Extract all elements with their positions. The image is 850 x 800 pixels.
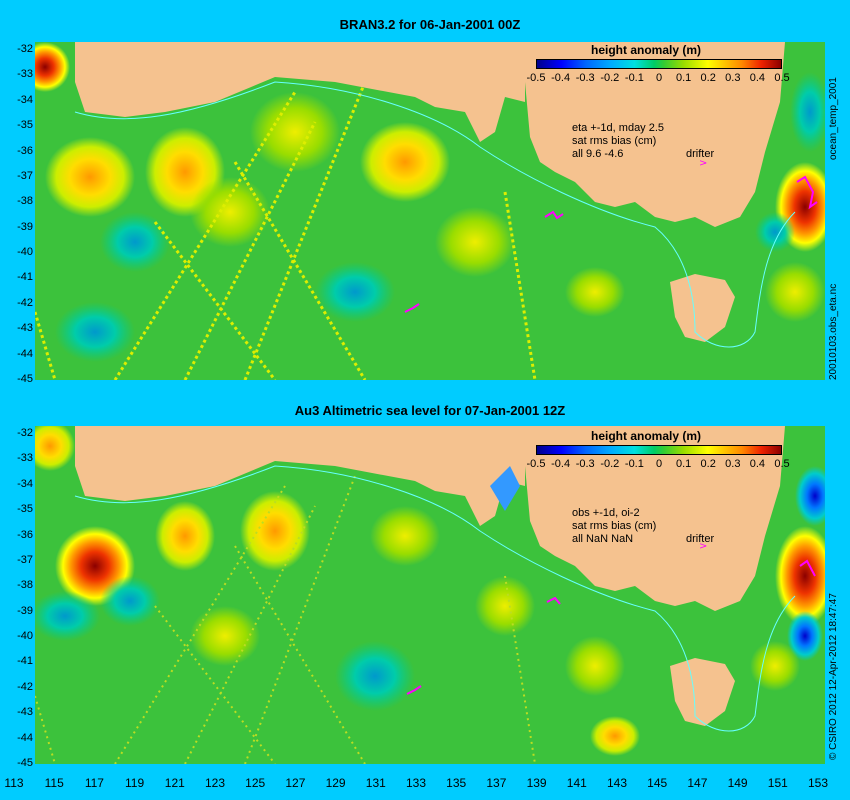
y-tick-label: -45 <box>17 373 33 385</box>
x-tick-label: 115 <box>44 776 64 790</box>
y-tick-label: -33 <box>17 68 33 81</box>
legend-tick: 0.5 <box>774 458 790 470</box>
y-tick-label: -39 <box>17 220 33 233</box>
legend-tick: 0.2 <box>700 458 716 470</box>
y-tick-label: -43 <box>17 706 33 719</box>
legend-tick: -0.1 <box>624 458 644 470</box>
x-tick-label: 119 <box>125 776 145 790</box>
x-tick-label: 131 <box>365 776 386 790</box>
legend-tick: 0.4 <box>749 458 766 470</box>
x-tick-label: 125 <box>245 776 266 790</box>
legend-tick: 0 <box>655 72 663 84</box>
panel2-drifter-label: drifter <box>686 533 715 545</box>
panel1-title: BRAN3.2 for 06-Jan-2001 00Z <box>339 17 521 32</box>
panel1-note-line: sat rms bias (cm) <box>572 135 657 147</box>
y-tick-label: -39 <box>17 604 33 617</box>
y-tick-label: -45 <box>17 757 33 769</box>
legend-tick: 0.2 <box>700 72 716 84</box>
legend-tick: 0.3 <box>725 458 741 470</box>
y-tick-label: -38 <box>17 195 33 208</box>
panel1-note-line: all 9.6 -4.6 <box>572 148 624 160</box>
panel2-note-line: obs +-1d, oi-2 <box>572 507 640 519</box>
x-tick-label: 137 <box>486 776 507 790</box>
y-tick-label: -37 <box>17 169 33 182</box>
legend-tick: 0.3 <box>725 72 741 84</box>
panel2-title: Au3 Altimetric sea level for 07-Jan-2001… <box>294 403 566 418</box>
panel1-drifter-label: drifter <box>686 148 715 160</box>
x-tick-label: 129 <box>325 776 346 790</box>
panel1-map-svg <box>35 42 825 380</box>
x-tick-label: 143 <box>606 776 628 790</box>
panel1-note-line: eta +-1d, mday 2.5 <box>572 122 665 134</box>
legend-tick: -0.4 <box>551 72 571 84</box>
y-tick-label: -32 <box>17 427 33 439</box>
panel2-note-line: all NaN NaN <box>572 533 634 545</box>
panel1-top-side-text: ocean_temp_2001 <box>828 77 839 160</box>
y-tick-label: -36 <box>17 144 33 157</box>
panel1-legend-title: height anomaly (m) <box>590 43 701 57</box>
panel2-map-svg <box>35 426 825 764</box>
x-tick-label: 145 <box>647 776 668 790</box>
y-tick-label: -40 <box>17 630 33 643</box>
y-tick-label: -42 <box>17 296 33 309</box>
legend-tick: -0.2 <box>600 72 620 84</box>
panel2-notes: obs +-1d, oi-2 sat rms bias (cm) all NaN… <box>572 507 656 546</box>
y-tick-label: -33 <box>17 452 33 465</box>
panel2-map <box>35 426 825 764</box>
panel1-colorbar <box>536 59 782 69</box>
y-tick-label: -42 <box>17 680 33 693</box>
legend-tick: 0 <box>655 458 663 470</box>
panel2-drifter-symbol-icon: > <box>699 541 708 552</box>
y-tick-label: -38 <box>17 579 33 592</box>
y-tick-label: -34 <box>17 93 33 106</box>
y-tick-label: -37 <box>17 553 33 566</box>
legend-tick: -0.2 <box>600 458 620 470</box>
legend-tick: 0.5 <box>774 72 790 84</box>
legend-tick: -0.4 <box>551 458 571 470</box>
x-tick-label: 127 <box>285 776 306 790</box>
panel1-side-text: 20010103.obs_eta.nc <box>828 283 839 380</box>
x-tick-label: 117 <box>84 776 104 790</box>
y-tick-label: -41 <box>17 655 33 668</box>
y-tick-label: -44 <box>17 347 33 360</box>
x-tick-label: 153 <box>807 776 829 790</box>
y-tick-label: -32 <box>17 43 33 55</box>
panel2-colorbar <box>536 445 782 455</box>
panel1-drifter-symbol-icon: > <box>699 158 708 169</box>
legend-tick: 0.4 <box>749 72 766 84</box>
y-tick-label: -35 <box>17 119 33 132</box>
panel1-colorbar-legend: height anomaly (m) -0.5 -0.4 -0.3 -0.2 -… <box>501 42 791 90</box>
x-tick-label: 149 <box>727 776 748 790</box>
panel2-legend-title: height anomaly (m) <box>590 429 701 443</box>
y-tick-label: -40 <box>17 246 33 259</box>
x-tick-label: 133 <box>405 776 427 790</box>
y-tick-label: -43 <box>17 322 33 335</box>
x-tick-label: 151 <box>767 776 788 790</box>
y-tick-label: -41 <box>17 271 33 284</box>
legend-tick: 0.1 <box>675 458 692 470</box>
x-tick-label: 113 <box>4 776 24 790</box>
legend-tick: -0.3 <box>575 458 595 470</box>
legend-tick: -0.5 <box>526 458 546 470</box>
x-tick-label: 123 <box>204 776 226 790</box>
y-tick-label: -44 <box>17 731 33 744</box>
panel2-colorbar-legend: height anomaly (m) -0.5 -0.4 -0.3 -0.2 -… <box>501 428 791 476</box>
legend-tick: -0.3 <box>575 72 595 84</box>
x-tick-label: 121 <box>164 776 185 790</box>
y-tick-label: -35 <box>17 503 33 516</box>
x-tick-label: 135 <box>446 776 467 790</box>
x-tick-label: 141 <box>566 776 587 790</box>
panel1-notes: eta +-1d, mday 2.5 sat rms bias (cm) all… <box>572 122 664 161</box>
y-tick-label: -36 <box>17 528 33 541</box>
legend-tick: -0.5 <box>526 72 546 84</box>
x-tick-label: 147 <box>687 776 708 790</box>
y-tick-label: -34 <box>17 477 33 490</box>
legend-tick: 0.1 <box>675 72 692 84</box>
panel1-map <box>35 42 825 380</box>
panel2-side-text: © CSIRO 2012 12-Apr-2012 18:47:47 <box>828 593 839 760</box>
panel2-note-line: sat rms bias (cm) <box>572 520 657 532</box>
x-tick-label: 139 <box>526 776 547 790</box>
legend-tick: -0.1 <box>624 72 644 84</box>
